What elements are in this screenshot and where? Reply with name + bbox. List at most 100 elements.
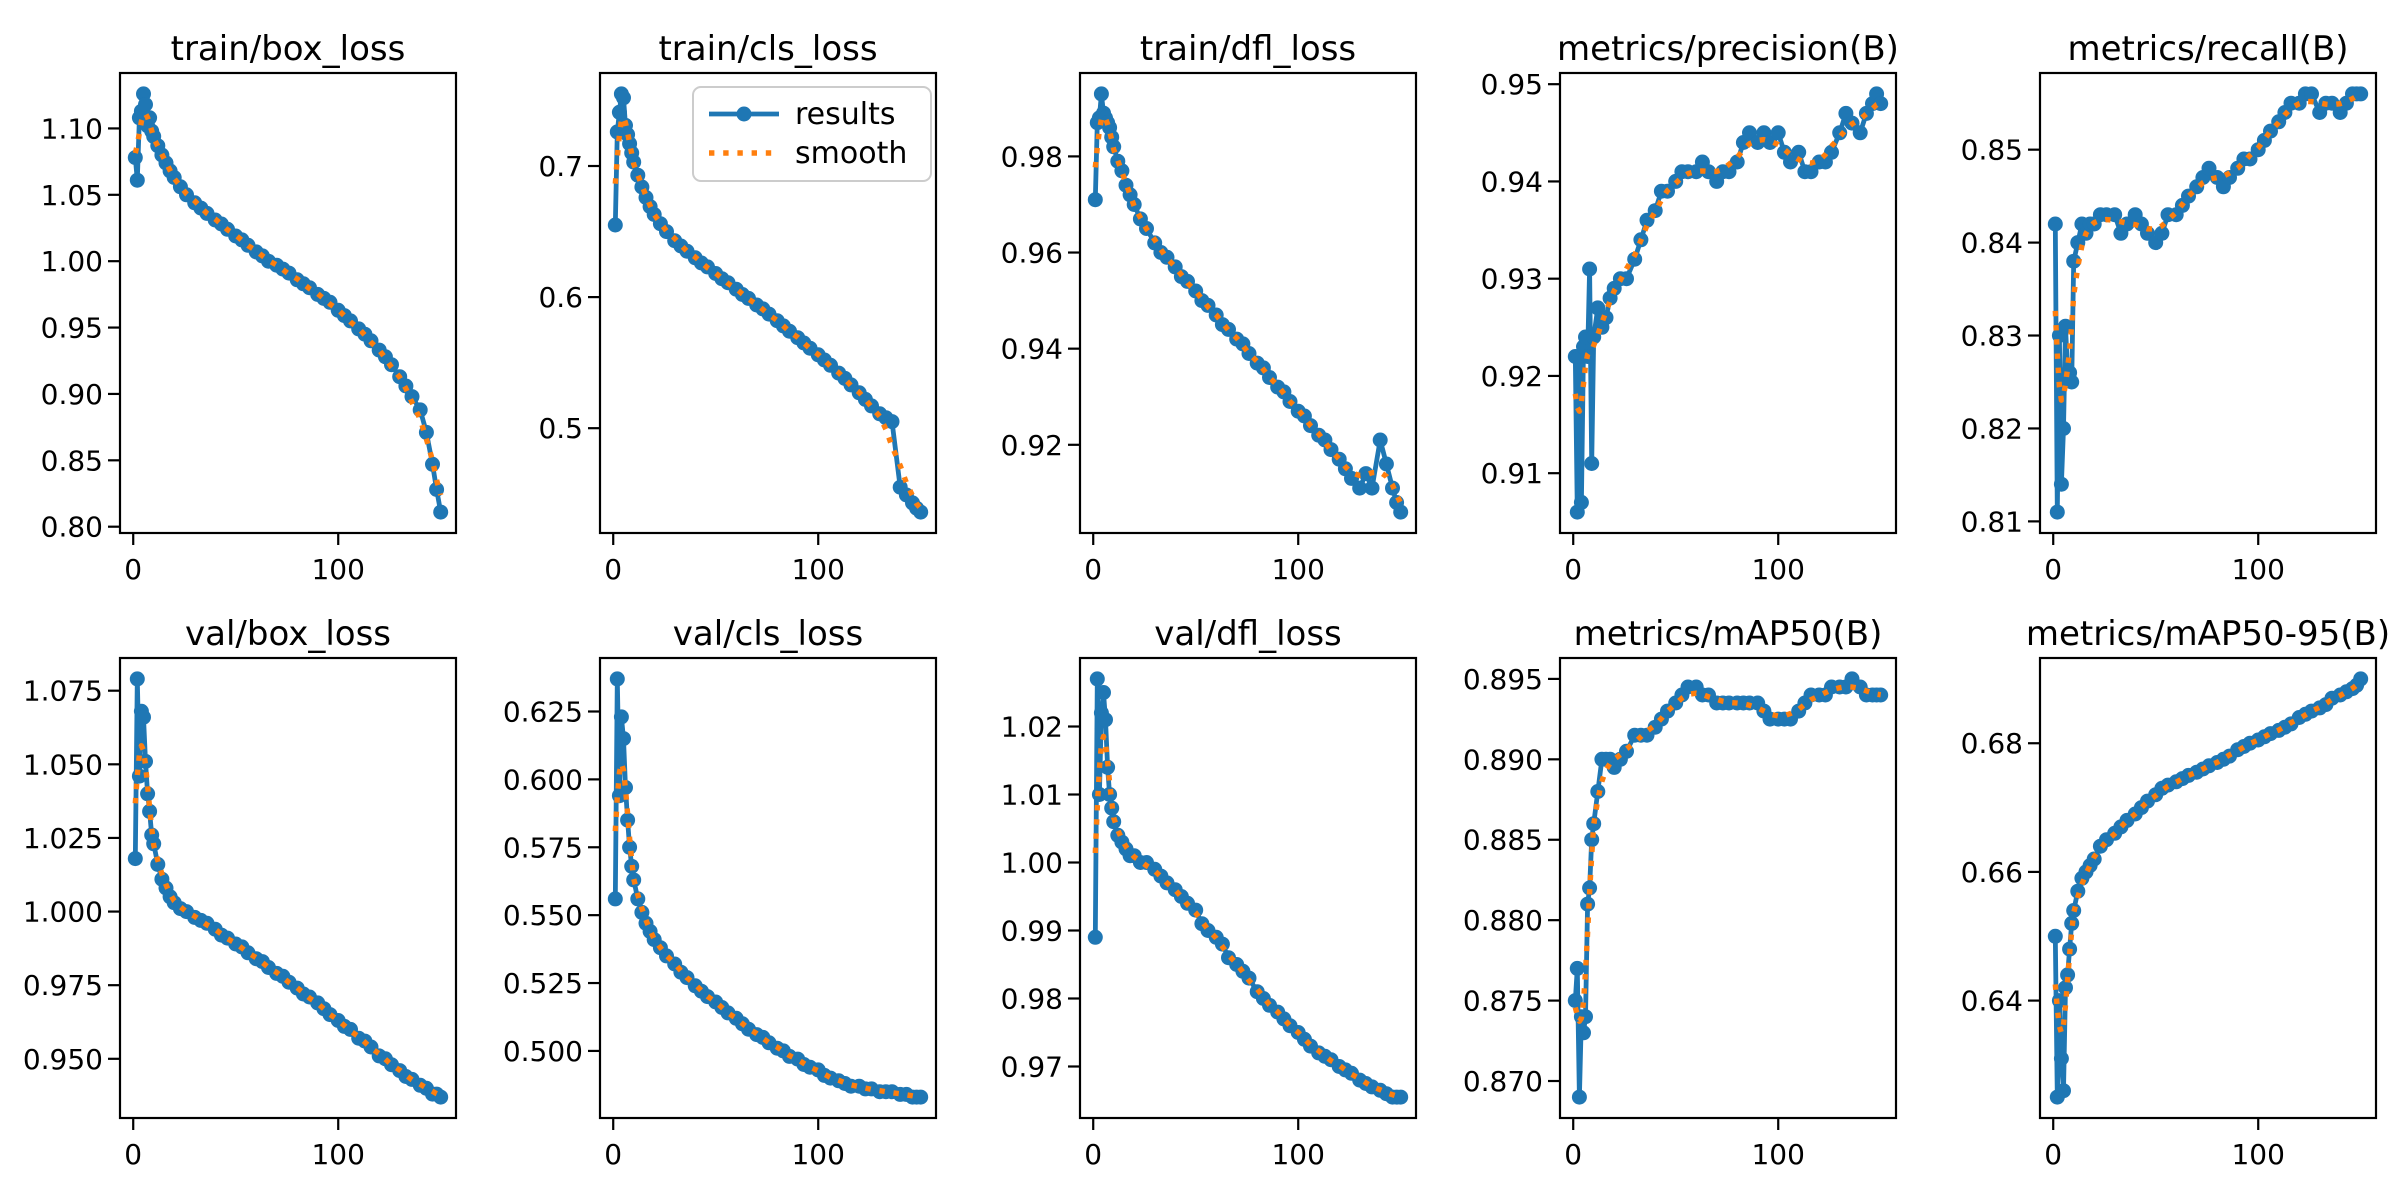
y-tick-label: 0.525: [503, 967, 583, 1000]
data-point-marker: [1393, 1089, 1409, 1105]
y-tick-label: 0.98: [1001, 982, 1063, 1015]
plot-frame: [118, 656, 458, 1120]
results-line: [132, 91, 444, 515]
x-tick-label: 100: [1751, 1138, 1804, 1171]
x-tick-label: 0: [1564, 1138, 1582, 1171]
x-tick-label: 100: [791, 1138, 844, 1171]
data-point-marker: [2056, 1083, 2071, 1099]
y-tick-label: 0.550: [503, 899, 583, 932]
data-point-marker: [2107, 207, 2123, 223]
data-point-marker: [140, 786, 156, 802]
data-point-marker: [142, 803, 158, 819]
x-tick-label: 0: [2044, 1138, 2062, 1171]
results-markers: [2047, 86, 2369, 520]
data-point-marker: [2053, 1051, 2069, 1066]
results-markers: [1087, 671, 1409, 1105]
y-tick-label: 0.85: [1961, 134, 2023, 167]
data-point-marker: [127, 150, 143, 166]
results-markers: [2047, 671, 2369, 1105]
plot-frame: [2038, 656, 2378, 1120]
data-point-marker: [1087, 929, 1103, 945]
y-tick-label: 0.885: [1463, 824, 1543, 857]
plot-frame: [1558, 656, 1898, 1120]
subplot-cell-val-cls-loss: val/cls_loss 0.500 0.525 0.550 0.575 0.600 0.6…: [480, 600, 960, 1200]
y-tick-label: 0.500: [503, 1035, 583, 1068]
data-point-marker: [2049, 504, 2065, 520]
subplot-metrics-recall-b: metrics/recall(B) 0.81 0.82 0.83 0.84 0.85 0 10…: [1961, 29, 2378, 586]
data-point-marker: [1241, 970, 1257, 986]
x-tick-label: 100: [311, 1138, 364, 1171]
data-point-marker: [1852, 125, 1868, 141]
data-point-marker: [2353, 86, 2369, 102]
y-tick-label: 0.98: [1001, 140, 1063, 173]
data-point-marker: [2070, 883, 2086, 899]
x-tick-label: 100: [2231, 553, 2284, 586]
y-tick-label: 1.00: [1001, 847, 1063, 880]
y-tick-label: 0.97: [1001, 1050, 1063, 1083]
y-tick-label: 0.575: [503, 831, 583, 864]
data-point-marker: [1089, 671, 1105, 687]
results-line: [2052, 91, 2364, 515]
y-tick-label: 1.00: [41, 245, 103, 278]
y-tick-label: 0.875: [1463, 985, 1543, 1018]
y-tick-label: 0.94: [1001, 333, 1063, 366]
data-point-marker: [2060, 967, 2076, 983]
legend-box: [692, 86, 932, 182]
y-tick-label: 0.950: [23, 1043, 103, 1076]
data-point-marker: [433, 504, 449, 520]
data-point-marker: [1573, 494, 1589, 510]
y-tick-label: 0.68: [1961, 727, 2023, 760]
plot-frame: [598, 656, 938, 1120]
data-point-marker: [2051, 993, 2067, 1009]
y-tick-label: 1.01: [1001, 779, 1063, 812]
data-point-marker: [607, 891, 623, 907]
data-point-marker: [1569, 960, 1585, 976]
smooth-line: [1572, 683, 1882, 1024]
data-point-marker: [1393, 504, 1409, 520]
y-tick-label: 0.96: [1001, 237, 1063, 270]
subplot-title: metrics/mAP50-95(B): [2026, 614, 2390, 654]
legend-results-label: results: [795, 97, 896, 132]
y-tick-label: 0.625: [503, 695, 583, 728]
y-tick-label: 0.82: [1961, 412, 2023, 445]
y-tick-label: 0.93: [1481, 263, 1543, 296]
smooth-line: [612, 114, 923, 511]
data-point-marker: [913, 504, 929, 520]
plot-frame: [1078, 71, 1418, 535]
data-point-marker: [1576, 1025, 1591, 1041]
y-tick-label: 0.95: [41, 312, 103, 345]
data-point-marker: [1770, 125, 1786, 141]
smooth-line: [612, 760, 921, 1100]
subplot-title: train/box_loss: [171, 29, 406, 69]
data-point-marker: [1100, 759, 1116, 775]
subplot-metrics-map50-b: metrics/mAP50(B) 0.870 0.875 0.880 0.885 0.89…: [1463, 614, 1898, 1171]
data-point-marker: [913, 1089, 929, 1105]
data-point-marker: [433, 1089, 449, 1105]
results-markers: [607, 86, 929, 520]
y-tick-label: 0.92: [1481, 360, 1543, 393]
data-point-marker: [1824, 144, 1839, 160]
data-point-marker: [1582, 880, 1598, 896]
subplot-cell-metrics-precision-b: metrics/precision(B) 0.91 0.92 0.93 0.94 0.95…: [1440, 0, 1920, 600]
data-point-marker: [884, 414, 900, 430]
smooth-line: [2052, 92, 2362, 403]
data-point-marker: [1582, 261, 1598, 277]
data-point-marker: [613, 709, 629, 725]
data-point-marker: [150, 856, 166, 872]
plot-frame: [1078, 656, 1418, 1120]
subplot-val-dfl-loss: val/dfl_loss 0.97 0.98 0.99 1.00 1.01 1.02 0 100: [1001, 614, 1418, 1171]
y-tick-label: 0.92: [1001, 429, 1063, 462]
y-tick-label: 0.880: [1463, 904, 1543, 937]
subplot-metrics-precision-b: metrics/precision(B) 0.91 0.92 0.93 0.94 0.95…: [1481, 29, 1899, 586]
subplot-metrics-map50-95-b: metrics/mAP50-95(B) 0.64 0.66 0.68 0 100: [1961, 614, 2390, 1171]
x-tick-label: 0: [1084, 1138, 1102, 1171]
data-point-marker: [630, 891, 646, 907]
y-tick-label: 0.90: [41, 378, 103, 411]
data-point-marker: [1352, 480, 1368, 496]
results-line: [1092, 91, 1404, 515]
subplot-val-cls-loss: val/cls_loss 0.500 0.525 0.550 0.575 0.600 0.6…: [503, 614, 938, 1171]
data-point-marker: [1586, 816, 1602, 832]
x-tick-label: 100: [1751, 553, 1804, 586]
subplot-train-dfl-loss: train/dfl_loss 0.92 0.94 0.96 0.98 0 100: [1001, 29, 1418, 586]
